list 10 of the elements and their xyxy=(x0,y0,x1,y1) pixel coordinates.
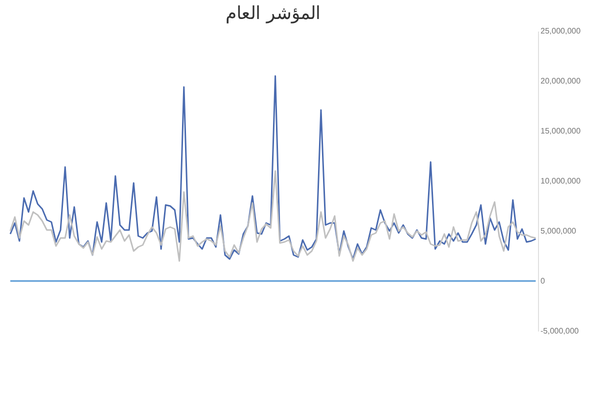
y-tick-label: 15,000,000 xyxy=(540,126,582,136)
y-tick-label: 10,000,000 xyxy=(540,176,582,186)
y-tick-label: 25,000,000 xyxy=(540,26,582,36)
y-tick-label: -5,000,000 xyxy=(540,326,580,336)
y-tick-label: 20,000,000 xyxy=(540,76,582,86)
line-series xyxy=(10,170,536,262)
chart-title: المؤشر العام xyxy=(226,3,320,24)
y-tick-label: 0 xyxy=(540,276,546,286)
y-tick-label: 5,000,000 xyxy=(540,226,577,236)
line-series xyxy=(10,75,536,260)
